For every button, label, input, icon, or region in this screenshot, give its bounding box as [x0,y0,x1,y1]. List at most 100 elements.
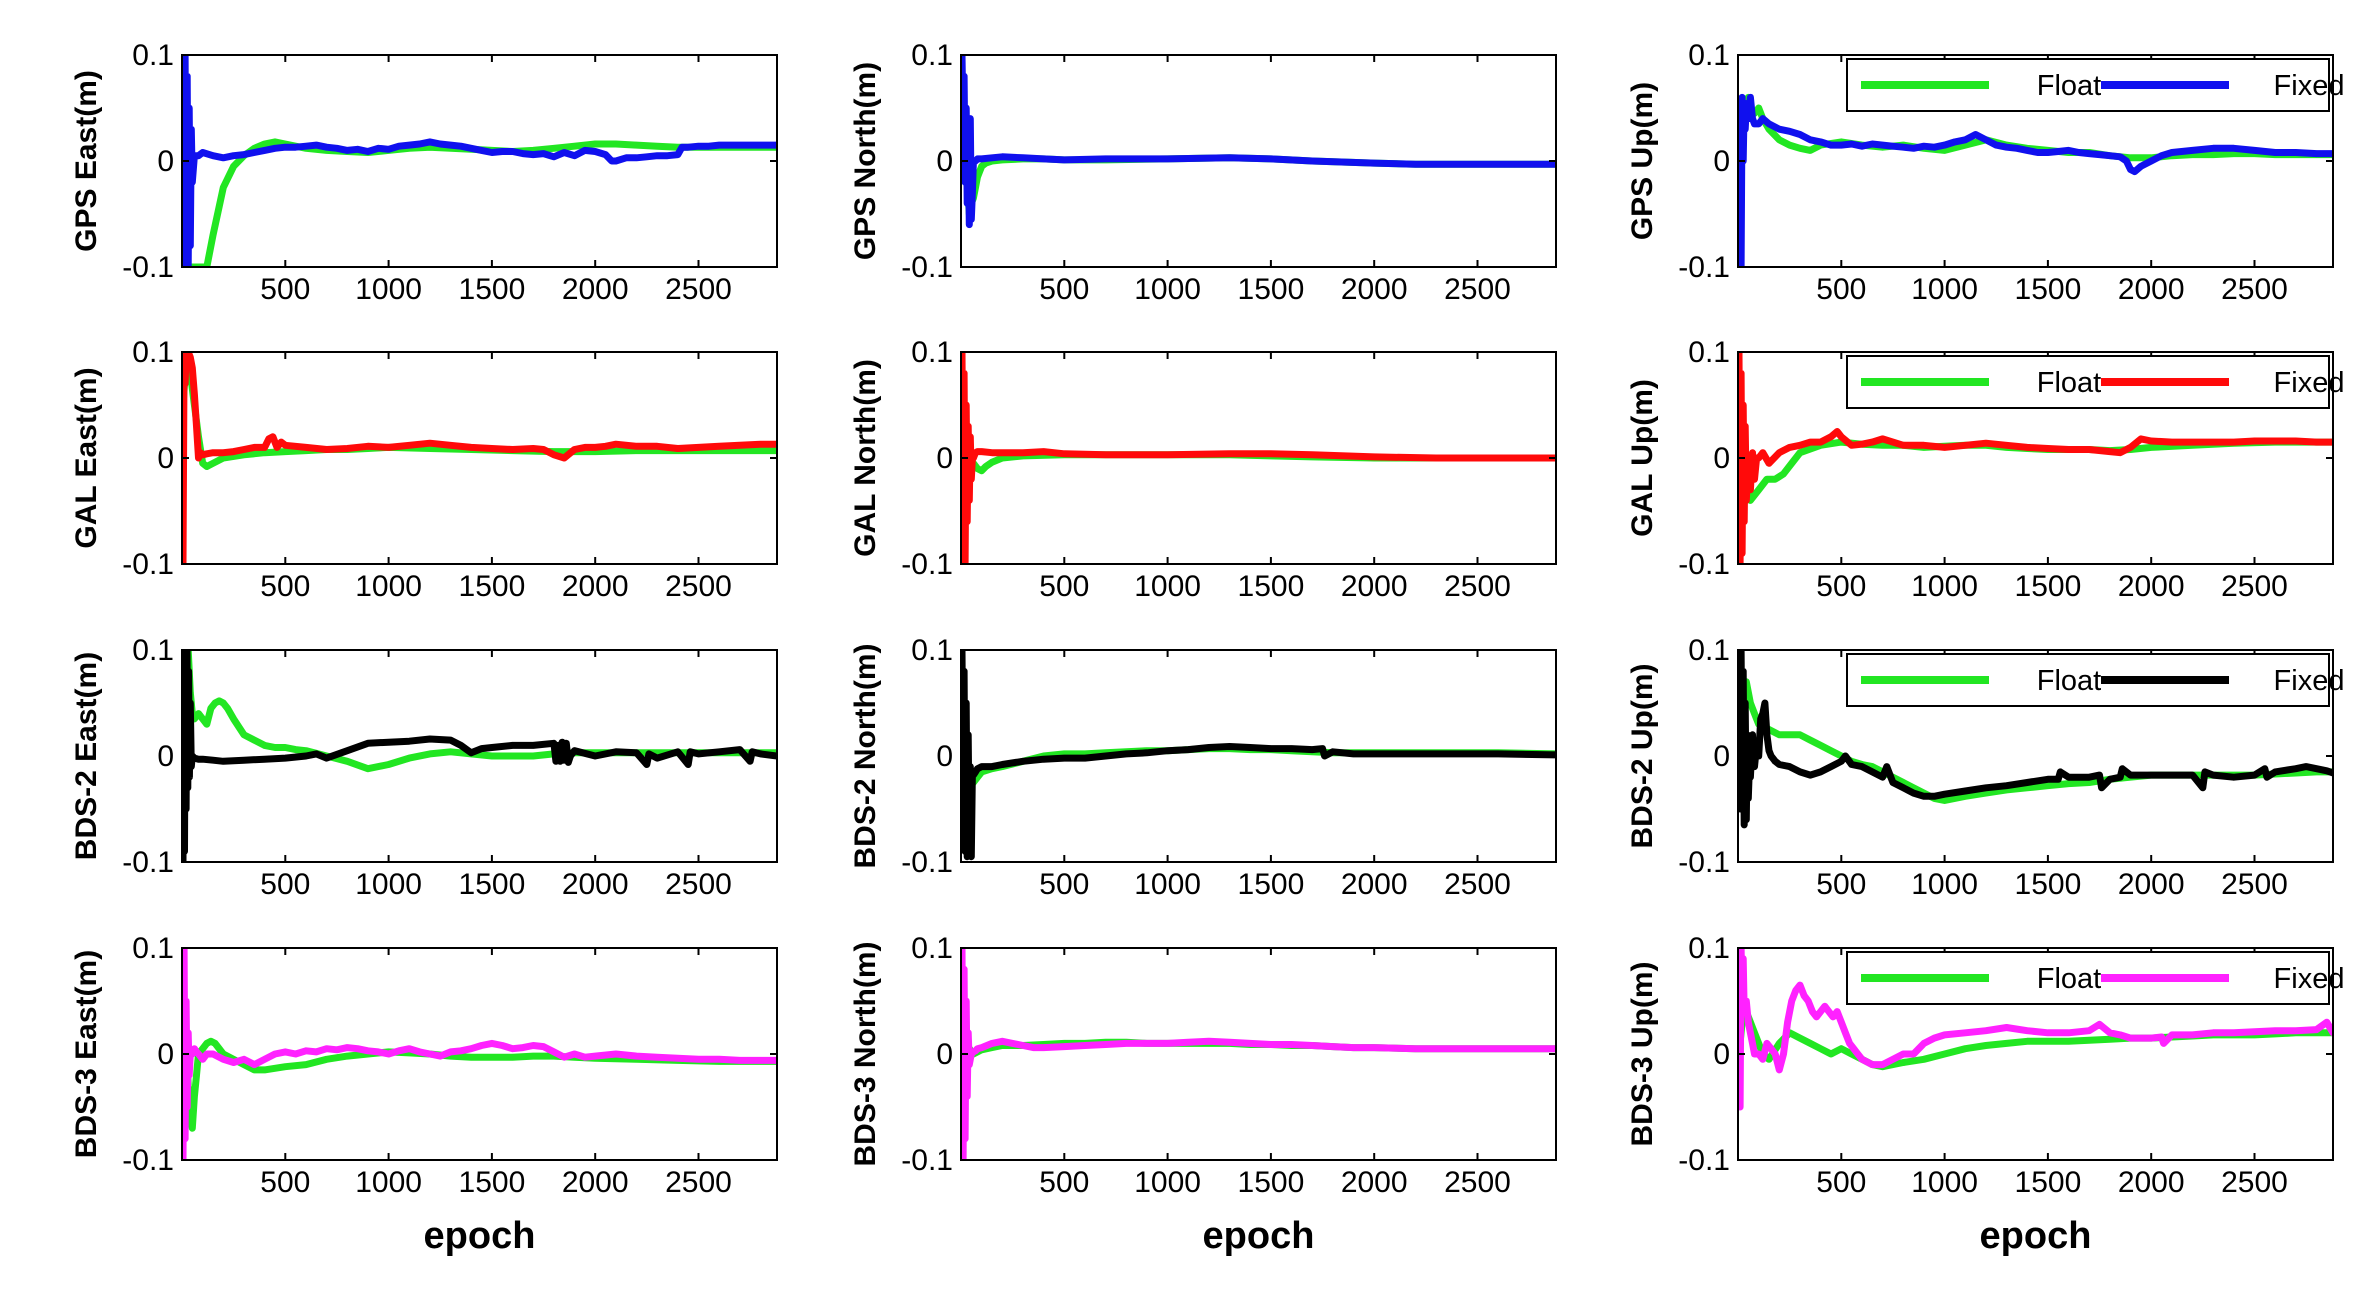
series-line-fixed [1738,352,2333,564]
subplot-3-2: 500 1000 1500 2000 2500 -0.1 0 0.1 BDS-2 North(m… [849,634,1557,901]
x-tick-label: 1000 [355,1166,422,1199]
x-tick-label: 2500 [2221,1166,2288,1199]
x-tick-label: 500 [1039,868,1089,901]
y-tick-label: -0.1 [122,1144,174,1177]
x-tick-label: 2500 [1444,868,1511,901]
y-axis-label: BDS-2 North(m) [849,644,882,869]
x-tick-label: 1000 [1134,273,1201,306]
series-line-fixed [182,55,777,267]
x-tick-label: 2000 [562,868,629,901]
y-tick-label: 0 [1713,442,1730,475]
legend-label-fixed: Fixed [2274,665,2345,697]
legend: Float Fixed [1846,951,2345,1005]
y-tick-label: 0.1 [1688,932,1730,965]
legend-label-fixed: Fixed [2274,367,2345,399]
x-tick-label: 500 [260,273,310,306]
y-tick-label: 0 [157,442,174,475]
subplot-1-3: 500 1000 1500 2000 2500 -0.1 0 0.1 GPS Up(m) Floa… [1626,39,2344,306]
x-tick-label: 2000 [1341,1166,1408,1199]
x-tick-label: 1500 [459,1166,526,1199]
x-tick-label: 1000 [1134,868,1201,901]
x-tick-label: 1500 [459,868,526,901]
series-line-fixed [182,948,777,1160]
y-tick-label: 0.1 [1688,39,1730,72]
y-tick-label: 0.1 [911,634,953,667]
y-tick-label: -0.1 [1678,251,1730,284]
y-tick-label: 0 [1713,1038,1730,1071]
subplot-1-1: 500 1000 1500 2000 2500 -0.1 0 0.1 GPS East(m) [70,39,778,306]
y-tick-label: -0.1 [122,548,174,581]
x-axis-label: epoch [1203,1215,1315,1257]
x-tick-label: 500 [260,1166,310,1199]
y-tick-label: -0.1 [901,1144,953,1177]
x-axis-label: epoch [1980,1215,2092,1257]
x-tick-label: 500 [1816,273,1866,306]
x-tick-label: 2500 [665,1166,732,1199]
legend-label-float: Float [2037,665,2101,697]
y-tick-label: 0.1 [132,932,174,965]
subplot-2-1: 500 1000 1500 2000 2500 -0.1 0 0.1 GAL East(m) [70,336,778,603]
x-tick-label: 2000 [1341,570,1408,603]
y-tick-label: 0.1 [1688,336,1730,369]
subplot-3-1: 500 1000 1500 2000 2500 -0.1 0 0.1 BDS-2 East(m) [70,634,778,901]
x-tick-label: 2000 [2118,1166,2185,1199]
y-axis-label: BDS-3 Up(m) [1626,962,1659,1147]
y-axis-label: GAL East(m) [70,367,103,548]
subplot-2-2: 500 1000 1500 2000 2500 -0.1 0 0.1 GAL North(m) [849,336,1557,603]
x-tick-label: 500 [1039,273,1089,306]
y-tick-label: 0 [1713,740,1730,773]
x-tick-label: 500 [260,868,310,901]
x-tick-label: 2500 [665,570,732,603]
x-tick-label: 1000 [1911,868,1978,901]
legend-label-fixed: Fixed [2274,963,2345,995]
x-tick-label: 1500 [2015,570,2082,603]
x-tick-label: 500 [1816,1166,1866,1199]
x-tick-label: 2500 [1444,273,1511,306]
legend: Float Fixed [1846,58,2345,112]
x-tick-label: 2000 [1341,273,1408,306]
y-tick-label: -0.1 [1678,548,1730,581]
x-tick-label: 1500 [1238,868,1305,901]
y-tick-label: 0.1 [911,336,953,369]
x-tick-label: 2500 [2221,868,2288,901]
x-tick-label: 1500 [1238,1166,1305,1199]
series-line-fixed [182,650,777,862]
x-tick-label: 500 [260,570,310,603]
x-tick-label: 1000 [1134,1166,1201,1199]
series-line-fixed [961,650,1556,861]
y-tick-label: -0.1 [1678,1144,1730,1177]
y-axis-label: GPS North(m) [849,62,882,260]
x-axis-label: epoch [424,1215,536,1257]
x-tick-label: 1000 [355,570,422,603]
series-line-fixed [1738,93,2333,267]
y-axis-label: BDS-3 East(m) [70,950,103,1158]
y-tick-label: 0 [936,740,953,773]
subplot-2-3: 500 1000 1500 2000 2500 -0.1 0 0.1 GAL Up(m) Floa… [1626,336,2344,603]
x-tick-label: 1500 [2015,868,2082,901]
x-tick-label: 2000 [2118,570,2185,603]
legend-label-float: Float [2037,70,2101,102]
x-tick-label: 2500 [2221,570,2288,603]
legend-label-fixed: Fixed [2274,70,2345,102]
series-line-float [182,1029,777,1132]
x-tick-label: 1000 [355,868,422,901]
x-tick-label: 2000 [562,1166,629,1199]
y-tick-label: -0.1 [122,846,174,879]
y-tick-label: -0.1 [122,251,174,284]
x-tick-label: 1000 [1911,1166,1978,1199]
subplot-1-2: 500 1000 1500 2000 2500 -0.1 0 0.1 GPS North(m) [849,39,1557,306]
legend: Float Fixed [1846,355,2345,409]
x-tick-label: 1000 [1911,273,1978,306]
y-tick-label: 0 [157,145,174,178]
y-tick-label: 0 [936,442,953,475]
y-axis-label: BDS-2 Up(m) [1626,664,1659,849]
y-tick-label: 0 [936,145,953,178]
series-line-fixed [1738,948,2333,1111]
x-tick-label: 2000 [2118,273,2185,306]
series-line-fixed [961,948,1556,1160]
y-axis-label: GAL North(m) [849,359,882,557]
y-tick-label: -0.1 [901,251,953,284]
x-tick-label: 2000 [562,273,629,306]
x-tick-label: 2500 [1444,1166,1511,1199]
